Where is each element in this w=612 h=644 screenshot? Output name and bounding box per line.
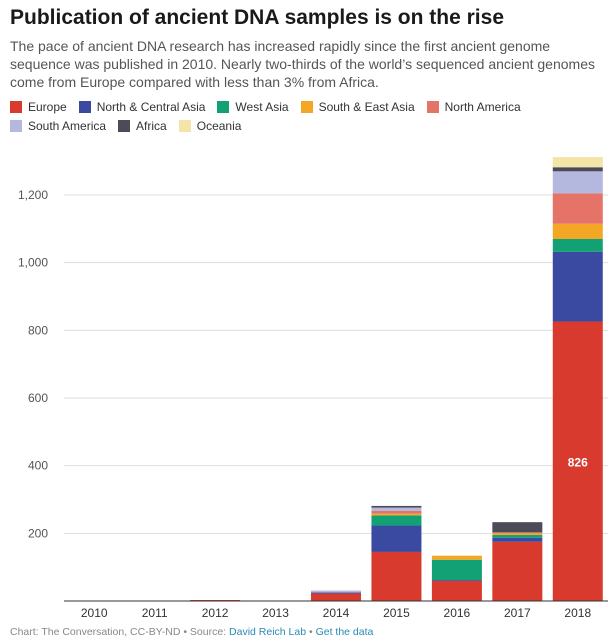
bar-segment [431,580,482,601]
bar-segment [552,171,603,194]
bar-segment [371,515,422,526]
x-tick-label: 2010 [81,606,108,620]
legend-swatch [78,100,91,113]
y-tick-label: 1,000 [18,256,48,270]
x-tick-label: 2011 [142,606,168,620]
legend-item-south-east-asia: South & East Asia [300,99,415,114]
legend-swatch [118,119,131,132]
bar-segment [552,251,603,322]
bar-segment [371,551,422,601]
bar-segment [431,559,482,581]
bar-segment [552,193,603,224]
legend-swatch [300,100,313,113]
chart-footer: Chart: The Conversation, CC-BY-ND • Sour… [10,626,373,638]
x-tick-label: 2017 [504,606,531,620]
legend-item-north-america: North America [426,99,521,114]
legend-swatch [178,119,191,132]
legend-swatch [217,100,230,113]
legend-item-africa: Africa [118,119,167,133]
footer-separator: • [306,626,316,638]
bar-segment [311,590,361,593]
bar-segment [552,157,603,168]
x-tick-label: 2013 [262,606,289,620]
legend-row-2: South America Africa Oceania [10,116,590,135]
data-label: 826 [568,455,588,469]
bar-segment [552,238,603,252]
x-tick-label: 2016 [444,606,471,620]
x-tick-label: 2018 [564,606,591,620]
y-tick-label: 800 [28,323,48,337]
x-tick-label: 2012 [202,606,229,620]
bar-segment [552,167,603,172]
y-tick-label: 400 [28,459,48,473]
legend-swatch [426,100,439,113]
footer-credit: Chart: The Conversation, CC-BY-ND • Sour… [10,626,230,638]
legend-item-oceania: Oceania [178,118,242,133]
legend-item-south-america: South America [10,119,106,133]
legend-item-europe: Europe [10,100,67,114]
bar-segment [492,541,543,601]
legend-label: Oceania [196,118,242,133]
bar-segment [552,321,603,601]
bar-segment [371,513,422,516]
bar-segment [492,522,543,533]
legend-row-1: Europe North & Central Asia West Asia So… [10,97,590,116]
legend-item-north-central-asia: North & Central Asia [78,99,206,114]
legend-label: Africa [136,118,167,133]
get-data-link[interactable]: Get the data [315,626,374,638]
bar-segment [492,533,543,536]
legend-swatch [10,100,22,113]
chart-title: Publication of ancient DNA samples is on… [10,6,504,29]
legend-label: West Asia [235,99,289,114]
chart-subtitle: The pace of ancient DNA research has inc… [10,38,595,90]
y-tick-label: 200 [28,526,48,540]
legend-label: Europe [28,99,67,114]
bar-segment [552,223,603,239]
bar-segment [492,535,543,538]
bar-segment [190,599,241,601]
bar-segment [311,593,361,601]
y-tick-label: 1,200 [18,188,48,202]
x-tick-label: 2014 [323,606,350,620]
bar-segment [371,507,422,512]
legend-swatch [10,119,22,132]
chart-legend: Europe North & Central Asia West Asia So… [10,97,590,135]
bar-segment [371,505,422,508]
legend-item-west-asia: West Asia [217,99,289,114]
bar-segment [371,511,422,514]
legend-label: South America [28,118,107,133]
source-link[interactable]: David Reich Lab [229,626,307,638]
legend-label: North & Central Asia [96,99,206,114]
x-tick-label: 2015 [383,606,410,620]
legend-label: South & East Asia [318,99,415,114]
y-tick-label: 600 [28,391,48,405]
legend-label: North America [444,99,521,114]
bar-segment [492,532,543,534]
bar-segment [371,525,422,552]
bar-segment [431,555,482,560]
bar-segment [492,537,543,542]
bar-segment [311,592,361,594]
bar-segment [431,580,482,581]
